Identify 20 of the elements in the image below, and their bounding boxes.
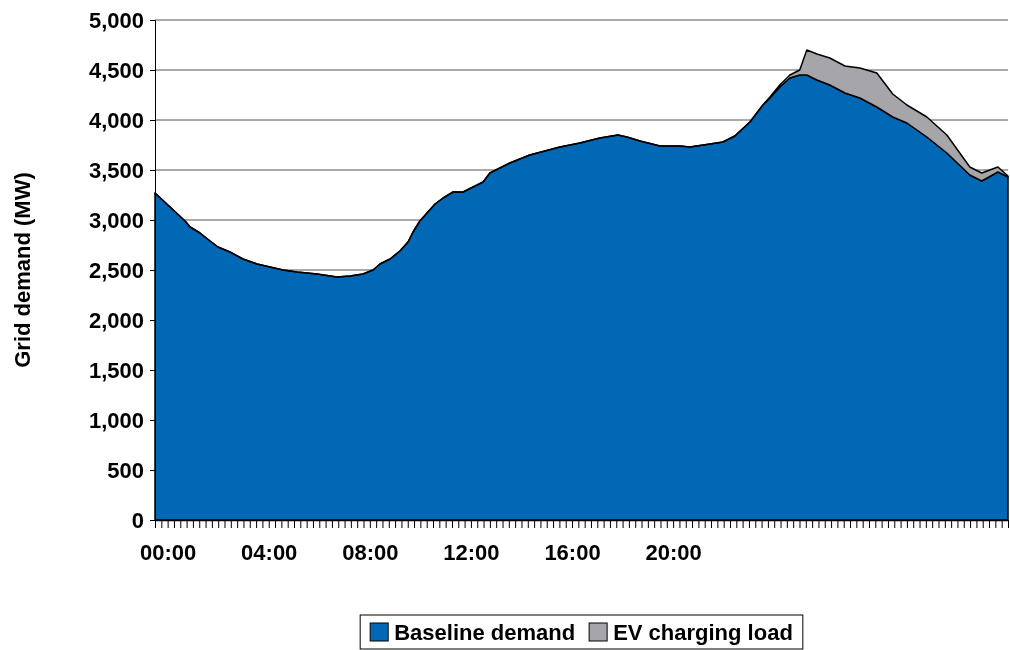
x-tick-label: 00:00 xyxy=(140,539,197,565)
y-tick-label: 2,000 xyxy=(88,307,144,333)
y-tick-label: 3,000 xyxy=(88,207,144,233)
legend-label: EV charging load xyxy=(613,620,793,645)
y-tick-label: 4,500 xyxy=(88,57,144,83)
y-tick-label: 1,500 xyxy=(88,357,144,383)
x-tick-label: 16:00 xyxy=(544,539,601,565)
y-tick-label: 1,000 xyxy=(88,407,144,433)
x-tick-label: 04:00 xyxy=(241,539,298,565)
x-tick-label: 12:00 xyxy=(443,539,500,565)
y-tick-label: 3,500 xyxy=(88,157,144,183)
y-axis-title: Grid demand (MW) xyxy=(10,172,35,368)
x-tick-label: 08:00 xyxy=(342,539,399,565)
x-tick-label: 20:00 xyxy=(645,539,702,565)
y-tick-label: 2,500 xyxy=(88,257,144,283)
y-tick-label: 0 xyxy=(131,507,144,533)
y-tick-label: 500 xyxy=(107,457,144,483)
y-tick-label: 4,000 xyxy=(88,107,144,133)
legend-label: Baseline demand xyxy=(394,620,576,645)
y-tick-label: 5,000 xyxy=(88,7,144,33)
